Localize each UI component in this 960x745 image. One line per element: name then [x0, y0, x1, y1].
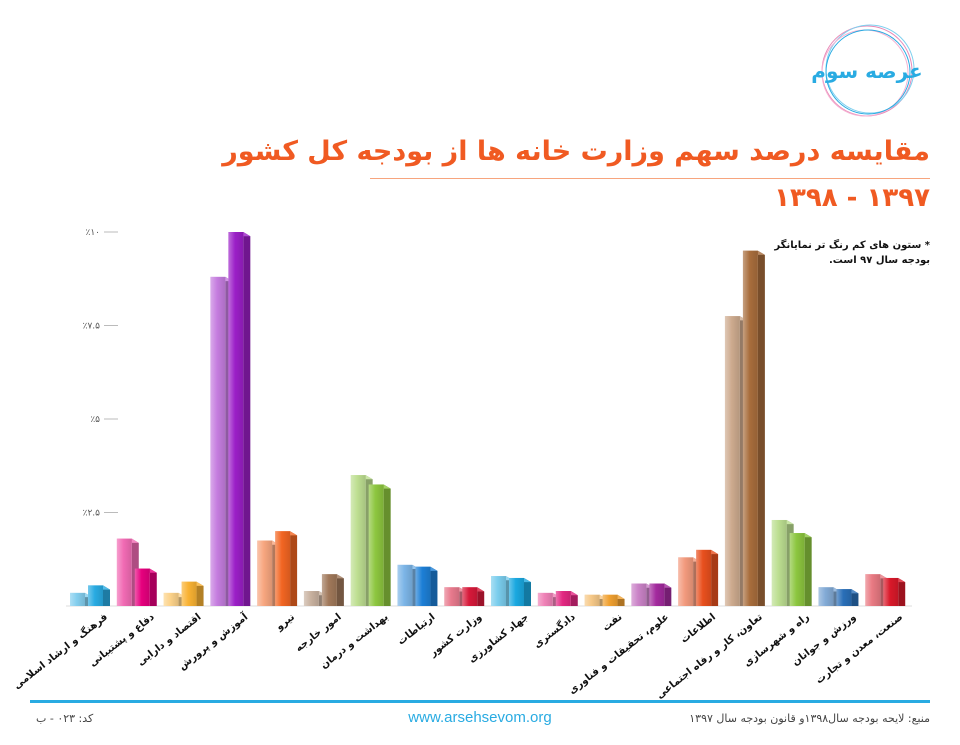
bar-front [181, 581, 197, 606]
bar-1398 [883, 577, 906, 606]
bar-front [134, 568, 150, 606]
bar-front [257, 540, 273, 606]
bar-side [524, 577, 531, 606]
footer-divider [30, 700, 930, 703]
bar-1398 [462, 587, 485, 606]
category-label: نیرو [273, 612, 297, 634]
bar-1398 [321, 574, 344, 606]
bar-side [664, 583, 672, 606]
chart-title: مقایسه درصد سهم وزارت خانه ها از بودجه ک… [222, 136, 930, 167]
bar-side [290, 531, 298, 606]
category-label: دادگستری [531, 610, 578, 651]
bar-front [228, 232, 244, 606]
category-label: فرهنگ و ارشاد اسلامی [11, 611, 110, 692]
bar-front [631, 583, 647, 606]
bar-1398 [509, 577, 531, 606]
bar-front [537, 592, 553, 606]
chart-note: * ستون های کم رنگ تر نمایانگر بودجه سال … [710, 238, 930, 268]
title-divider [370, 178, 930, 179]
bar-front [163, 592, 179, 606]
footer-code: کد: ۰۲۳ - ب [36, 712, 94, 725]
bar-front [116, 538, 132, 606]
bar-side [383, 484, 391, 606]
bar-front [88, 585, 103, 606]
bar-1398 [649, 583, 672, 606]
bar-front [865, 574, 881, 606]
bar-front [602, 594, 618, 606]
bar-front [818, 587, 834, 606]
bar-1398 [836, 589, 859, 606]
bar-front [462, 587, 478, 606]
bar-side [336, 574, 344, 606]
footer-website-link[interactable]: www.arsehsevom.org [408, 709, 552, 726]
bar-front [584, 594, 600, 606]
chart-subtitle: ۱۳۹۷ - ۱۳۹۸ [774, 183, 930, 213]
bar-1398 [88, 585, 110, 606]
bar-1398 [134, 568, 157, 606]
y-tick-label: ٪۱۰ [85, 228, 100, 238]
bar-front [742, 250, 758, 606]
y-tick-label: ٪۲.۵ [83, 509, 101, 519]
bar-front [70, 592, 85, 606]
bar-front [368, 484, 384, 606]
bar-front [275, 531, 291, 606]
y-tick-label: ٪۵ [90, 415, 100, 425]
bar-side [757, 250, 765, 606]
bars [70, 232, 906, 606]
bar-side [804, 533, 812, 606]
y-axis: ٪۱۰ ٪۷.۵ ٪۵ ٪۲.۵ [66, 228, 912, 607]
bar-1398 [789, 533, 812, 606]
category-label: صنعت، معدن و تجارت [814, 612, 905, 687]
bar-1397 [303, 591, 326, 606]
bar-side [851, 589, 859, 606]
bar-side [103, 585, 110, 606]
category-label: ارتباطات [396, 612, 437, 648]
bar-1398 [602, 594, 625, 606]
bar-1398 [415, 566, 438, 606]
logo-circles-icon: عرصه سوم [811, 24, 923, 117]
bar-front [678, 557, 694, 606]
footer-source: منبع: لایحه بودجه سال۱۳۹۸و قانون بودجه س… [689, 712, 930, 725]
bar-front [724, 316, 740, 606]
bar-side [477, 587, 485, 606]
bar-side [430, 566, 438, 606]
bar-front [350, 475, 366, 606]
bar-front [321, 574, 337, 606]
bar-side [898, 577, 906, 606]
bar-front [210, 276, 226, 606]
bar-front [649, 583, 665, 606]
bar-front [789, 533, 805, 606]
arsehsevom-logo: عرصه سوم [810, 14, 925, 129]
bar-front [509, 577, 524, 606]
bar-side [149, 568, 157, 606]
bar-front [415, 566, 431, 606]
bar-side [711, 549, 719, 606]
bar-1398 [696, 549, 719, 606]
bar-1398 [275, 531, 298, 606]
category-label: اطلاعات [679, 612, 718, 646]
bar-1398 [181, 581, 204, 606]
bar-1398 [228, 232, 251, 606]
bar-front [883, 577, 899, 606]
bar-front [491, 576, 506, 606]
bar-front [836, 589, 852, 606]
logo-text: عرصه سوم [811, 59, 922, 83]
bar-front [555, 591, 571, 606]
y-tick-label: ٪۷.۵ [83, 322, 101, 332]
bar-front [303, 591, 319, 606]
note-line-2: بودجه سال ۹۷ است. [828, 255, 930, 266]
bar-1398 [742, 250, 765, 606]
bar-front [771, 519, 787, 606]
bar-front [696, 549, 712, 606]
bar-front [444, 587, 460, 606]
category-label: نفت [601, 612, 625, 634]
bar-1398 [555, 591, 578, 606]
bar-side [196, 581, 204, 606]
note-line-1: * ستون های کم رنگ تر نمایانگر [774, 240, 930, 251]
bar-front [397, 564, 413, 606]
bar-side [243, 232, 251, 606]
bar-1398 [368, 484, 391, 606]
